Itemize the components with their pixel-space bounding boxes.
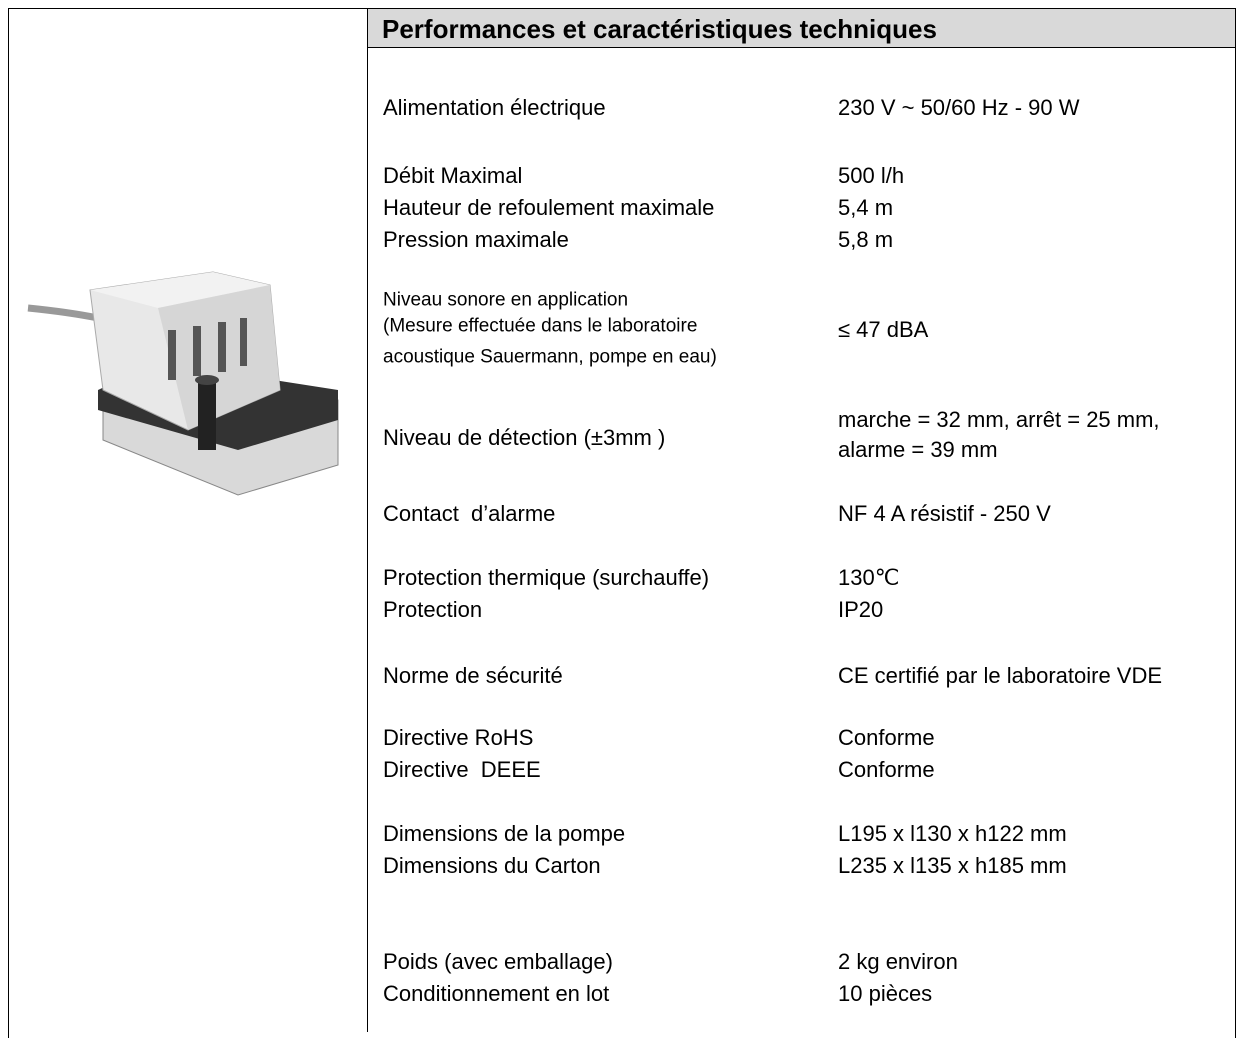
- spec-label: Conditionnement en lot: [383, 981, 610, 1006]
- spec-value: 2 kg environ: [838, 949, 958, 974]
- spec-label: Norme de sécurité: [383, 663, 563, 688]
- spec-value: Conforme: [838, 725, 935, 750]
- spec-label: Contact d’alarme: [383, 501, 556, 526]
- spec-label: Niveau de détection (±3mm ): [383, 425, 666, 450]
- spec-value: L195 x l130 x h122 mm: [838, 821, 1067, 846]
- pump-image: [27, 271, 339, 496]
- spec-value: 130℃: [838, 565, 900, 590]
- column-divider: [367, 8, 368, 1032]
- spec-label: Protection thermique (surchauffe): [383, 565, 710, 590]
- header-bar: Performances et caractéristiques techniq…: [368, 9, 1235, 48]
- spec-value: CE certifié par le laboratoire VDE: [838, 663, 1163, 688]
- frame: [8, 8, 1236, 1038]
- spec-label: Poids (avec emballage): [383, 949, 613, 974]
- spec-value: ≤ 47 dBA: [838, 317, 929, 342]
- spec-value: NF 4 A résistif - 250 V: [838, 501, 1051, 526]
- spec-value: 10 pièces: [838, 981, 933, 1006]
- spec-label: Directive RoHS: [383, 725, 534, 750]
- spec-value: 230 V ~ 50/60 Hz - 90 W: [838, 95, 1080, 120]
- spec-value: IP20: [838, 597, 884, 622]
- spec-value: 5,4 m: [838, 195, 894, 220]
- spec-value: 5,8 m: [838, 227, 894, 252]
- spec-label: acoustique Sauermann, pompe en eau): [383, 346, 717, 368]
- spec-value: L235 x l135 x h185 mm: [838, 853, 1067, 878]
- spec-value: Conforme: [838, 757, 935, 782]
- spec-label: Hauteur de refoulement maximale: [383, 195, 715, 220]
- spec-label: Alimentation électrique: [383, 95, 606, 120]
- spec-label: Niveau sonore en application: [383, 289, 629, 311]
- spec-label: Directive DEEE: [383, 757, 541, 782]
- spec-label: Pression maximale: [383, 227, 569, 252]
- spec-label: (Mesure effectuée dans le laboratoire: [383, 315, 698, 337]
- spec-label: Débit Maximal: [383, 163, 523, 188]
- header-title: Performances et caractéristiques techniq…: [382, 14, 937, 44]
- spec-label: Protection: [383, 597, 483, 622]
- spec-value: marche = 32 mm, arrêt = 25 mm,: [838, 407, 1160, 432]
- spec-label: Dimensions du Carton: [383, 853, 601, 878]
- spec-value: alarme = 39 mm: [838, 437, 998, 462]
- spec-value: 500 l/h: [838, 163, 905, 188]
- spec-label: Dimensions de la pompe: [383, 821, 626, 846]
